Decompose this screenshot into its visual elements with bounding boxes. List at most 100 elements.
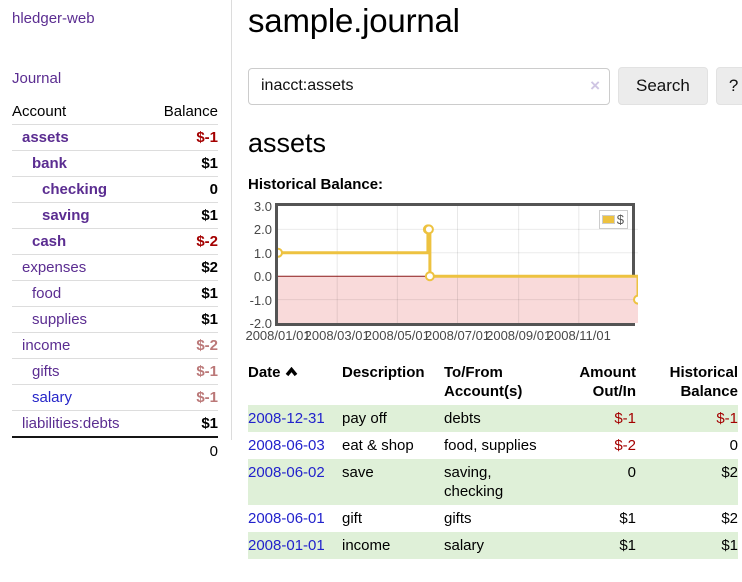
register-cell-description: eat & shop — [342, 437, 414, 454]
accounts-col-account: Account — [12, 103, 67, 120]
register-cell-balance: $-1 — [716, 410, 738, 427]
transaction-date-link[interactable]: 2008-01-01 — [248, 537, 325, 554]
register-col-balance[interactable]: Historical Balance — [669, 364, 738, 400]
register-cell-amount: $-1 — [614, 410, 636, 427]
account-link-assets[interactable]: assets — [22, 129, 69, 146]
main-content: sample.journal × Search ? assets Histori… — [232, 0, 742, 582]
account-row: income $-2 — [12, 332, 218, 359]
account-row: saving $1 — [12, 202, 218, 229]
y-tick-label: 2.0 — [253, 222, 272, 238]
account-balance: $-1 — [148, 358, 218, 385]
x-tick-label: 2008/09/01 — [486, 328, 552, 343]
brand-link[interactable]: hledger-web — [12, 10, 95, 27]
account-row: checking 0 — [12, 176, 218, 203]
help-button[interactable]: ? — [715, 67, 742, 105]
account-balance: $-2 — [148, 228, 218, 255]
register-table: Date Description To/From Account(s) Amou… — [248, 361, 738, 559]
account-balance: $1 — [148, 410, 218, 437]
account-balance: $-2 — [148, 332, 218, 359]
register-row: 2008-12-31 pay off debts $-1 $-1 — [248, 405, 738, 432]
accounts-total-row: 0 — [12, 436, 218, 465]
x-tick-label: 2008/11/01 — [546, 328, 611, 343]
account-balance: $-1 — [148, 384, 218, 411]
account-link-food[interactable]: food — [32, 285, 62, 302]
account-row: liabilities:debts $1 — [12, 410, 218, 437]
register-cell-description: pay off — [342, 410, 387, 427]
account-link-expenses[interactable]: expenses — [22, 259, 87, 276]
chart-canvas — [278, 206, 638, 323]
account-link-income[interactable]: income — [22, 337, 71, 354]
register-row: 2008-06-01 gift gifts $1 $2 — [248, 505, 738, 532]
x-tick-label: 2008/01/01 — [245, 328, 311, 343]
register-cell-accounts: food, supplies — [444, 437, 537, 454]
search-button[interactable]: Search — [618, 67, 708, 105]
register-cell-balance: $2 — [721, 464, 738, 481]
account-row: cash $-2 — [12, 228, 218, 255]
x-tick-label: 2008/07/01 — [424, 328, 491, 343]
sidebar-item-journal[interactable]: Journal — [12, 70, 62, 87]
register-row: 2008-01-01 income salary $1 $1 — [248, 532, 738, 559]
sidebar: hledger-web Journal Account Balance asse… — [0, 0, 232, 465]
register-cell-description: gift — [342, 510, 363, 527]
account-link-checking[interactable]: checking — [42, 181, 108, 198]
account-row: assets $-1 — [12, 124, 218, 151]
register-cell-description: income — [342, 537, 391, 554]
register-cell-date: 2008-06-03 — [248, 432, 342, 459]
register-cell-amount: $1 — [619, 510, 636, 527]
page-title: sample.journal — [248, 2, 460, 39]
register-cell-balance: $1 — [721, 537, 738, 554]
chart-plot-area: $ — [275, 203, 638, 326]
accounts-col-balance: Balance — [163, 103, 218, 120]
y-tick-label: 1.0 — [253, 245, 272, 261]
search-bar: × Search ? — [248, 67, 742, 105]
register-cell-accounts: debts — [444, 410, 481, 427]
accounts-total-value: 0 — [148, 436, 218, 465]
transaction-date-link[interactable]: 2008-12-31 — [248, 410, 325, 427]
register-cell-accounts: salary — [444, 537, 485, 554]
chart-x-axis: 2008/01/01 2008/03/01 2008/05/01 2008/07/01… — [245, 328, 668, 345]
account-link-bank[interactable]: bank — [32, 155, 68, 172]
register-cell-amount: $-2 — [614, 437, 636, 454]
account-link-liabilities-debts[interactable]: liabilities:debts — [22, 415, 120, 432]
search-input[interactable] — [248, 67, 610, 105]
register-row: 2008-06-03 eat & shop food, supplies $-2 0 — [248, 432, 738, 459]
account-row: salary $-1 — [12, 384, 218, 411]
transaction-date-link[interactable]: 2008-06-02 — [248, 464, 325, 481]
sort-asc-icon — [285, 366, 297, 377]
register-cell-date: 2008-06-01 — [248, 505, 342, 532]
chart-label: Historical Balance: — [248, 176, 384, 193]
account-balance: $1 — [148, 306, 218, 333]
accounts-body: assets $-1 bank $1 checking 0 saving $1 cash $-2 e… — [12, 124, 218, 437]
account-link-supplies[interactable]: supplies — [32, 311, 88, 328]
register-cell-balance: 0 — [729, 437, 738, 454]
register-col-accounts[interactable]: To/From Account(s) — [444, 364, 523, 400]
x-tick-label: 2008/03/01 — [304, 328, 370, 343]
register-col-date[interactable]: Date — [248, 361, 342, 405]
register-cell-date: 2008-12-31 — [248, 405, 342, 432]
account-balance: $1 — [148, 280, 218, 307]
account-balance: $-1 — [148, 124, 218, 151]
chart-legend: $ — [598, 210, 628, 229]
account-title: assets — [248, 128, 327, 158]
account-row: supplies $1 — [12, 306, 218, 333]
account-link-saving[interactable]: saving — [42, 207, 90, 224]
account-balance: 0 — [148, 176, 218, 203]
register-cell-accounts: saving, checking — [444, 464, 504, 500]
account-balance: $2 — [148, 254, 218, 281]
clear-search-icon[interactable]: × — [590, 75, 600, 95]
y-tick-label: 0.0 — [253, 269, 272, 285]
account-link-gifts[interactable]: gifts — [32, 363, 60, 380]
register-col-description[interactable]: Description — [342, 364, 425, 381]
transaction-date-link[interactable]: 2008-06-03 — [248, 437, 325, 454]
register-cell-accounts: gifts — [444, 510, 472, 527]
register-row: 2008-06-02 save saving, checking 0 $2 — [248, 459, 738, 505]
x-tick-label: 2008/05/01 — [364, 328, 430, 343]
account-balance: $1 — [148, 150, 218, 177]
account-link-cash[interactable]: cash — [32, 233, 67, 250]
y-tick-label: -1.0 — [249, 292, 272, 308]
account-link-salary[interactable]: salary — [32, 389, 73, 406]
register-col-amount[interactable]: Amount Out/In — [579, 364, 636, 400]
register-cell-amount: $1 — [619, 537, 636, 554]
accounts-table: Account Balance assets $-1 bank $1 checking 0… — [12, 100, 218, 465]
transaction-date-link[interactable]: 2008-06-01 — [248, 510, 325, 527]
